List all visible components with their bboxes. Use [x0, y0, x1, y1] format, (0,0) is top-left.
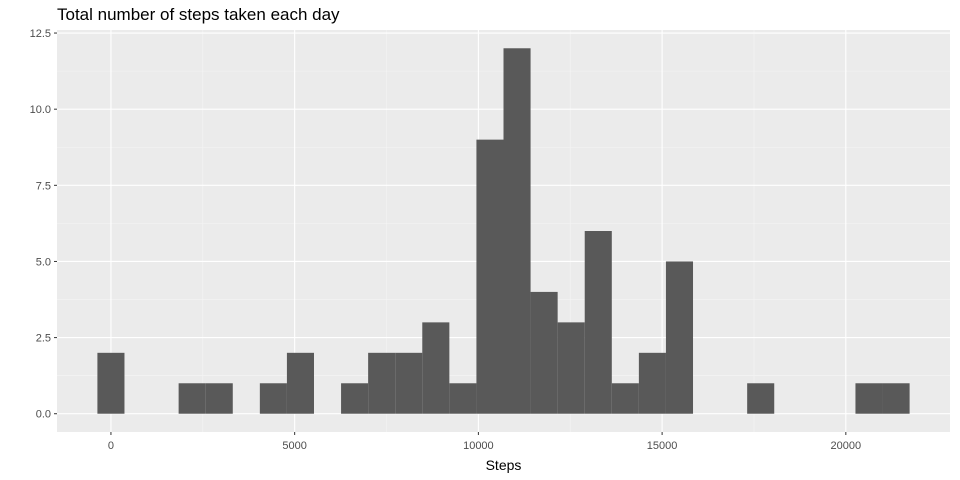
- histogram-bar: [638, 352, 666, 414]
- histogram-bar: [449, 383, 477, 414]
- y-tick-label: 12.5: [30, 28, 51, 40]
- histogram-bar: [611, 383, 639, 414]
- histogram-bar: [178, 383, 206, 414]
- bars: [97, 48, 910, 414]
- histogram-bar: [476, 139, 504, 414]
- histogram-bar: [422, 322, 450, 414]
- y-axis: 0.0 2.5 5.0 7.5 10.0 12.5: [30, 28, 57, 421]
- y-tick-label: 7.5: [36, 180, 51, 192]
- histogram-bar: [584, 231, 612, 414]
- y-tick-label: 10.0: [30, 104, 51, 116]
- histogram-bar: [503, 48, 531, 414]
- x-tick-label: 20000: [831, 440, 862, 452]
- histogram-bar: [665, 261, 694, 414]
- x-tick-label: 10000: [463, 440, 494, 452]
- histogram-bar: [530, 291, 558, 414]
- x-axis-title: Steps: [486, 457, 522, 473]
- chart-title: Total number of steps taken each day: [57, 5, 340, 24]
- histogram-bar: [557, 322, 585, 414]
- x-tick-label: 0: [108, 440, 114, 452]
- x-axis: 0 5000 10000 15000 20000: [108, 432, 861, 452]
- histogram-bar: [855, 383, 883, 414]
- histogram-bar: [286, 352, 314, 414]
- histogram-bar: [747, 383, 775, 414]
- histogram-bar: [97, 352, 125, 414]
- histogram-bar: [395, 352, 423, 414]
- histogram-bar: [368, 352, 396, 414]
- histogram-bar: [259, 383, 287, 414]
- histogram-bar: [882, 383, 910, 414]
- y-tick-label: 5.0: [36, 256, 51, 268]
- x-tick-label: 5000: [282, 440, 306, 452]
- histogram-bar: [205, 383, 233, 414]
- x-tick-label: 15000: [647, 440, 678, 452]
- y-tick-label: 2.5: [36, 333, 51, 345]
- y-tick-label: 0.0: [36, 409, 51, 421]
- histogram-bar: [341, 383, 369, 414]
